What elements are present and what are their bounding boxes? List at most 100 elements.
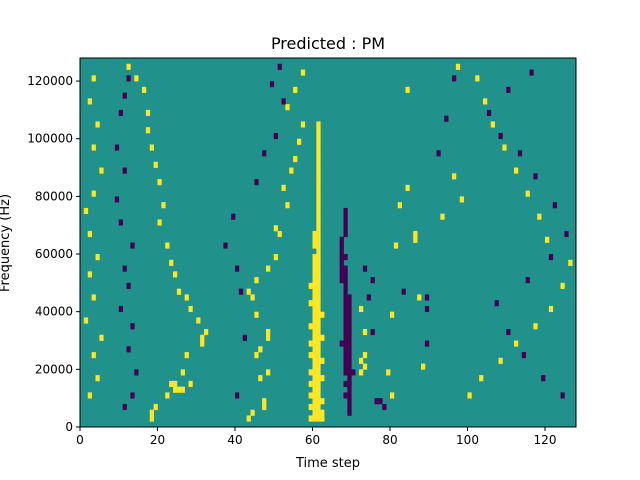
heatmap-cell (339, 340, 344, 347)
heatmap-cell (347, 323, 352, 330)
heatmap-cell (359, 369, 364, 376)
heatmap-cell (436, 150, 441, 157)
heatmap-cell (277, 230, 282, 238)
heatmap-cell (165, 242, 170, 249)
heatmap-cell (91, 144, 96, 151)
heatmap-cell (525, 190, 530, 197)
y-tick-label: 120000 (27, 74, 73, 88)
heatmap-cell (533, 323, 538, 330)
heatmap-cell (390, 392, 395, 399)
heatmap-cell (316, 392, 321, 399)
heatmap-cell (258, 346, 263, 353)
heatmap-cell (320, 311, 325, 318)
heatmap-cell (312, 328, 317, 336)
heatmap-cell (316, 352, 321, 359)
heatmap-cell (297, 138, 302, 145)
y-tick-label: 60000 (35, 247, 73, 261)
heatmap-cell (541, 375, 546, 382)
chart-title: Predicted : PM (271, 34, 385, 53)
heatmap-cell (374, 398, 379, 405)
heatmap-cell (184, 294, 189, 301)
heatmap-cell (169, 380, 174, 387)
heatmap-cell (114, 196, 120, 203)
heatmap-cell (343, 392, 348, 399)
heatmap-cell (339, 271, 344, 278)
heatmap-cell (347, 346, 352, 353)
heatmap-cell (339, 242, 344, 249)
heatmap-cell (87, 392, 92, 399)
heatmap-cell (169, 259, 174, 266)
heatmap-cell (339, 265, 344, 272)
heatmap-cell (312, 409, 317, 416)
heatmap-cell (405, 86, 410, 93)
heatmap-cell (312, 340, 317, 347)
heatmap-cell (176, 288, 182, 295)
heatmap-cell (122, 403, 127, 411)
heatmap-cell (91, 75, 96, 82)
heatmap-cell (347, 369, 352, 376)
heatmap-cell (347, 375, 352, 382)
heatmap-cell (312, 403, 317, 411)
heatmap-cell (118, 305, 123, 313)
heatmap-cell (281, 98, 286, 105)
heatmap-cell (343, 254, 348, 261)
heatmap-cell (312, 323, 317, 330)
heatmap-cell (312, 398, 317, 405)
heatmap-cell (483, 98, 488, 105)
heatmap-cell (312, 254, 317, 261)
heatmap-cell (560, 392, 565, 399)
heatmap-cell (359, 305, 364, 313)
heatmap-cell (347, 392, 352, 399)
heatmap-cell (506, 86, 511, 93)
heatmap-cell (320, 398, 325, 405)
x-tick-label: 0 (76, 433, 84, 447)
heatmap-cell (401, 288, 406, 295)
heatmap-cell (316, 179, 321, 186)
heatmap-cell (316, 403, 321, 411)
heatmap-cell (424, 340, 430, 347)
heatmap-cell (343, 363, 348, 370)
heatmap-cell (486, 109, 492, 117)
heatmap-cell (490, 121, 495, 128)
heatmap-cell (343, 352, 348, 359)
heatmap-cell (250, 294, 255, 301)
heatmap-cell (514, 167, 519, 174)
heatmap-cell (343, 323, 348, 330)
heatmap-cell (173, 386, 178, 393)
heatmap-cell (316, 161, 321, 168)
heatmap-cell (254, 352, 259, 359)
heatmap-cell (316, 213, 321, 220)
heatmap-cell (316, 132, 321, 140)
heatmap-cell (145, 127, 151, 134)
heatmap-cell (312, 357, 317, 364)
x-tick-label: 100 (456, 433, 479, 447)
heatmap-cell (316, 363, 321, 370)
heatmap-cell (312, 294, 317, 301)
heatmap-cell (316, 305, 321, 313)
heatmap-cell (258, 375, 263, 382)
heatmap-cell (316, 219, 321, 226)
heatmap-cell (122, 265, 127, 272)
heatmap-cell (149, 144, 154, 151)
heatmap-cell (362, 265, 368, 272)
heatmap-cell (386, 369, 391, 376)
heatmap-cell (250, 409, 255, 416)
heatmap-cell (351, 369, 356, 376)
heatmap-cell (316, 207, 321, 215)
heatmap-cell (204, 328, 209, 336)
heatmap-cell (312, 386, 317, 393)
heatmap-cell (506, 328, 511, 336)
heatmap-cell (316, 150, 321, 157)
heatmap-cell (180, 386, 185, 393)
heatmap-cell (316, 184, 321, 191)
heatmap-cell (118, 109, 123, 117)
heatmap-cell (440, 213, 445, 220)
heatmap-cell (246, 415, 251, 422)
heatmap-cell (316, 121, 321, 128)
heatmap-cell (95, 254, 100, 261)
heatmap-cell (134, 369, 139, 376)
heatmap-cell (343, 225, 348, 232)
heatmap-cell (316, 173, 321, 180)
heatmap-cell (343, 219, 348, 226)
x-tick-label: 80 (382, 433, 397, 447)
